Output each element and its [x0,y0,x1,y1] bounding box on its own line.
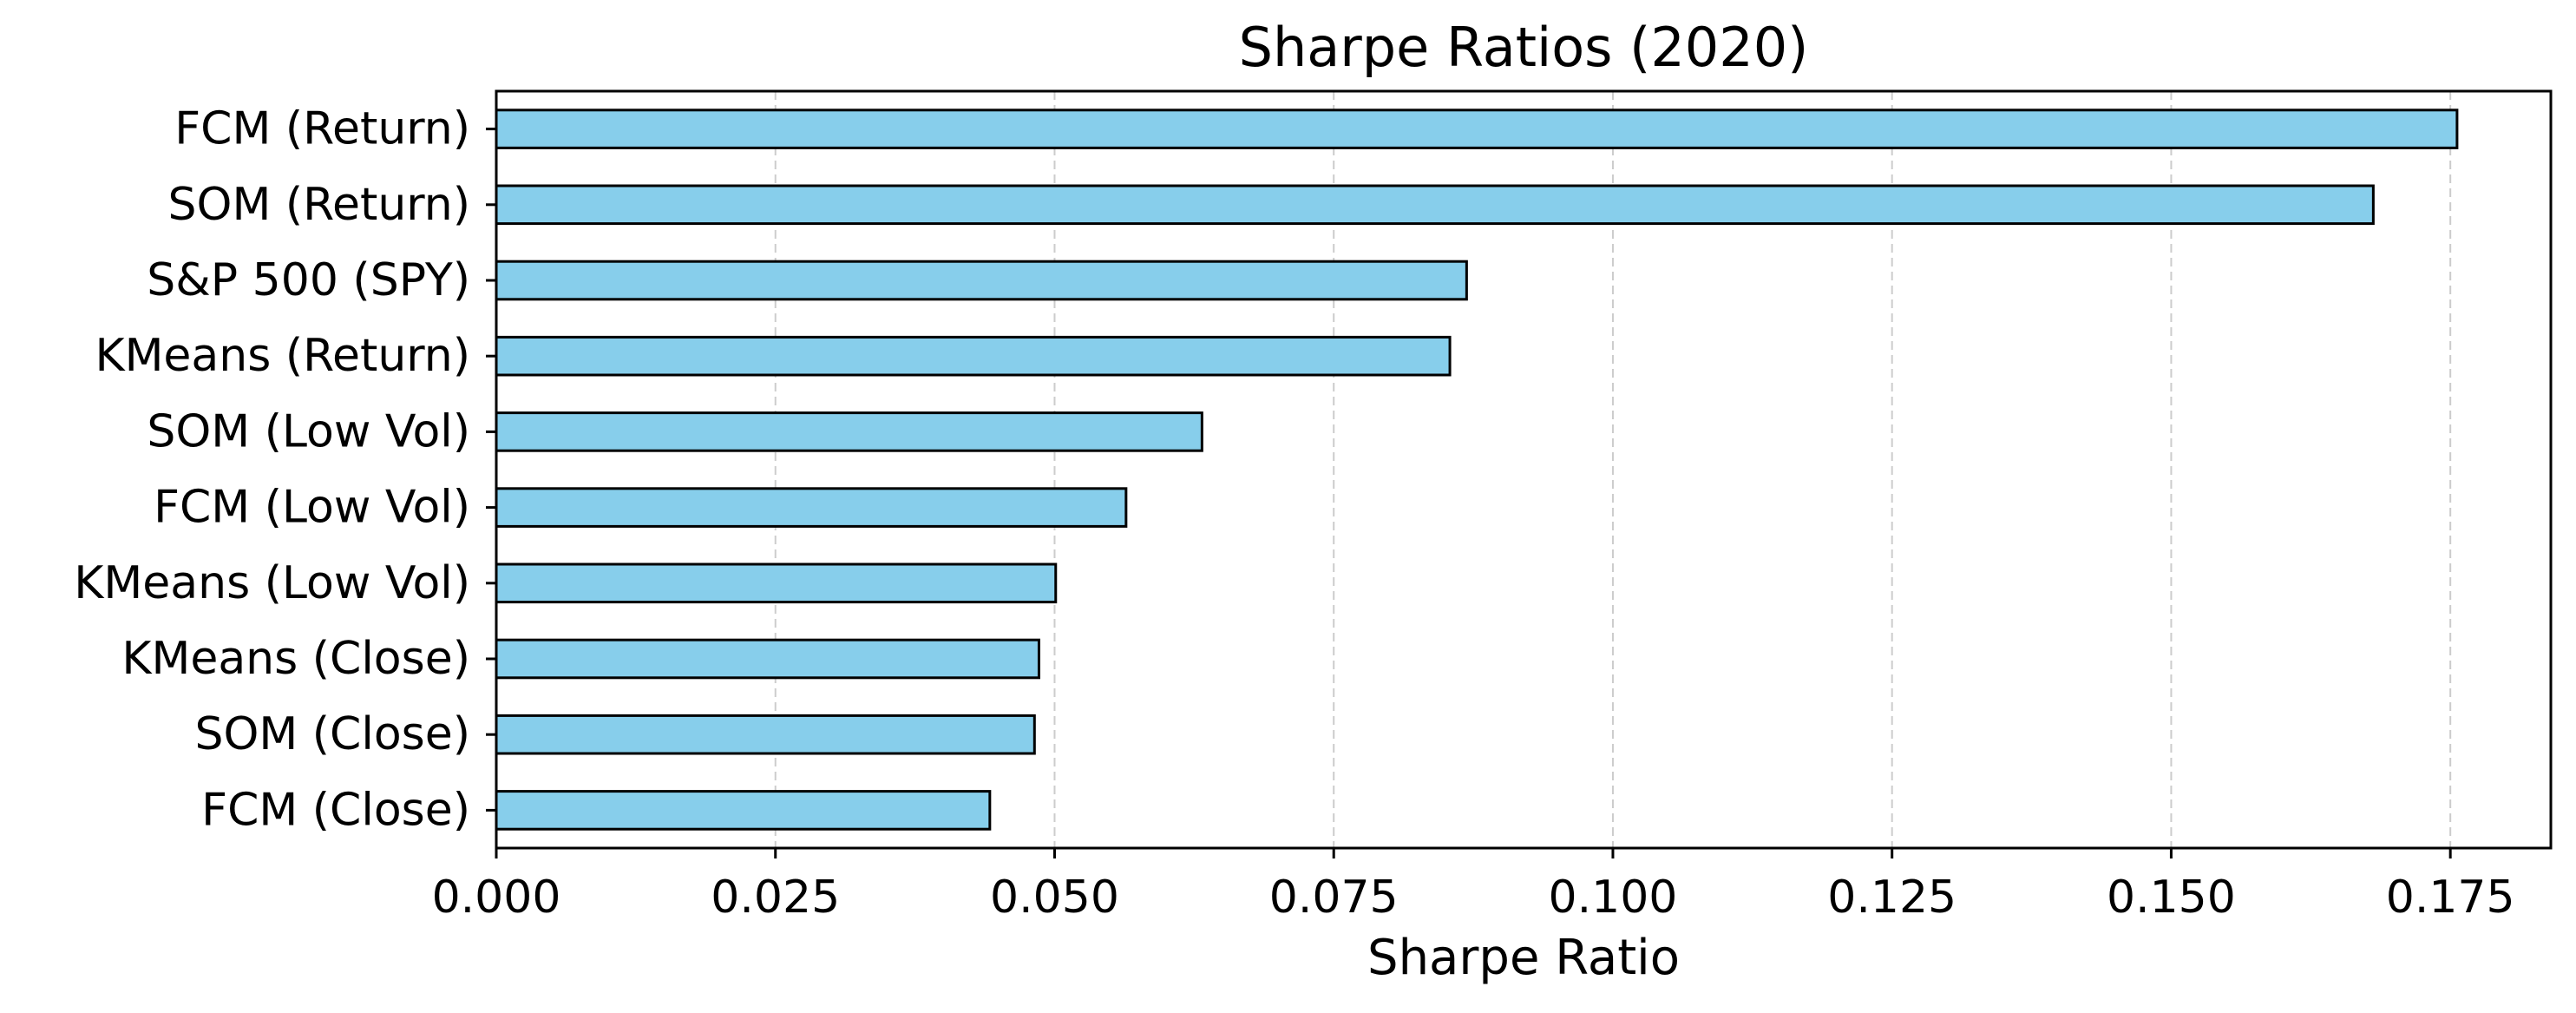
x-tick-label: 0.100 [1549,872,1678,924]
bar [495,790,992,831]
x-axis-label: Sharpe Ratio [1367,930,1680,986]
bar [495,411,1203,452]
bars [495,109,2459,831]
bar [495,487,1128,528]
x-tick-label: 0.075 [1269,872,1399,924]
bar [495,638,1040,680]
plot-frame [495,89,2553,850]
bar [495,184,2375,226]
x-axis-ticks: 0.000 0.025 0.050 0.075 0.100 0.125 0.150 0.175 [432,848,2515,924]
y-tick-label: KMeans (Close) [121,633,470,685]
bar [495,714,1036,755]
bar [495,562,1058,604]
y-tick-label: KMeans (Return) [95,330,470,382]
x-tick-label: 0.175 [2386,872,2515,924]
bar [495,109,2459,149]
y-tick-label: SOM (Return) [168,179,470,231]
bar [495,260,1468,301]
y-tick-label: S&P 500 (SPY) [147,254,470,306]
bar [495,335,1452,377]
y-tick-label: FCM (Return) [174,103,470,155]
y-axis-ticks: FCM (Return) SOM (Return) S&P 500 (SPY) KMe… [74,103,496,836]
x-tick-label: 0.025 [711,872,840,924]
y-tick-label: FCM (Close) [201,784,470,836]
chart-title: Sharpe Ratios (2020) [1239,16,1809,79]
x-tick-label: 0.125 [1827,872,1957,924]
y-tick-label: SOM (Close) [194,708,470,760]
x-tick-label: 0.000 [432,872,561,924]
x-tick-label: 0.150 [2107,872,2236,924]
y-tick-label: KMeans (Low Vol) [74,557,470,609]
y-tick-label: FCM (Low Vol) [154,482,470,534]
y-tick-label: SOM (Low Vol) [147,405,470,457]
x-tick-label: 0.050 [990,872,1119,924]
